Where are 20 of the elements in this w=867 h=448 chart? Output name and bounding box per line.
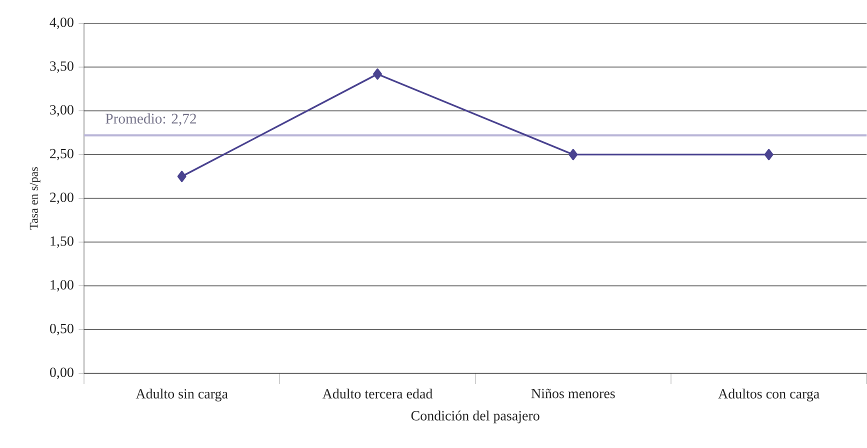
x-tick-label: Adulto tercera edad [322,388,433,399]
y-tick-label: 1,00 [50,280,74,292]
y-tick-label: 3,00 [50,105,74,117]
point [177,170,186,182]
x-tick-label: Adulto sin carga [136,388,228,402]
x-axis-title: Condición del pasajero [411,410,540,424]
x-tick-label: Adultos con carga [718,388,820,402]
y-tick-label: 2,50 [50,148,74,160]
y-axis-title: Tasa en s/pas [30,167,40,230]
point [764,148,774,160]
ref-line-label: Promedio: 2,72 [106,113,196,126]
y-tick-label: 0,50 [50,324,74,336]
y-tick-label: 4,00 [50,18,74,30]
y-tick-label: 2,00 [50,192,74,204]
y-tick-label: 0,00 [50,368,74,380]
y-tick-label: 1,50 [50,236,74,248]
y-tick-label: 3,50 [50,61,74,73]
point [373,68,382,80]
point [568,148,578,160]
x-tick-label: Niños menores [531,388,615,398]
